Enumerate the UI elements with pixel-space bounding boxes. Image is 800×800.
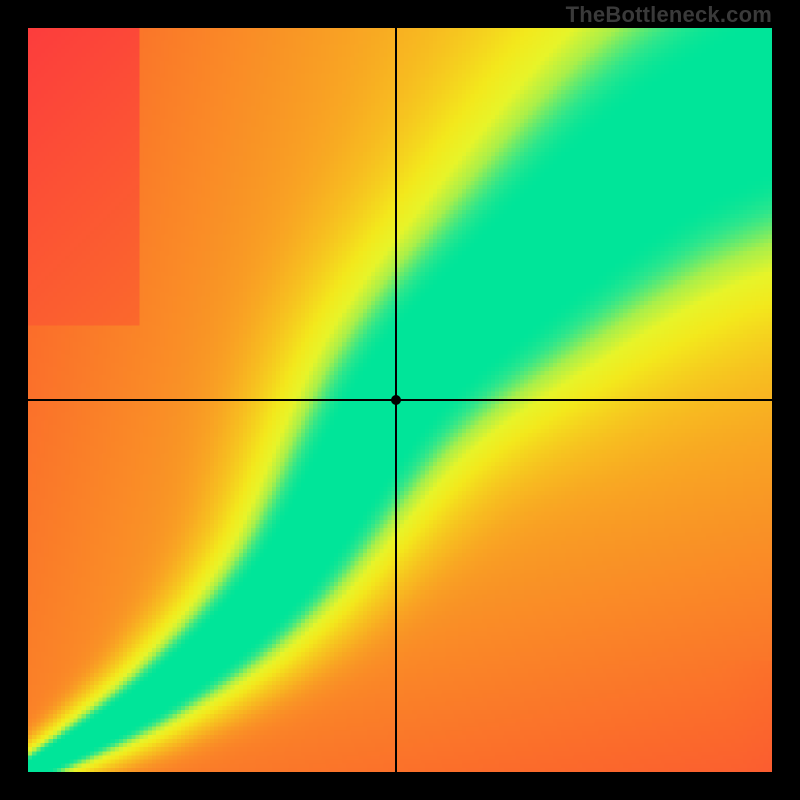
watermark-text: TheBottleneck.com bbox=[566, 2, 772, 28]
crosshair-marker bbox=[386, 390, 406, 410]
root: TheBottleneck.com bbox=[0, 0, 800, 800]
crosshair-marker-dot bbox=[391, 395, 401, 405]
